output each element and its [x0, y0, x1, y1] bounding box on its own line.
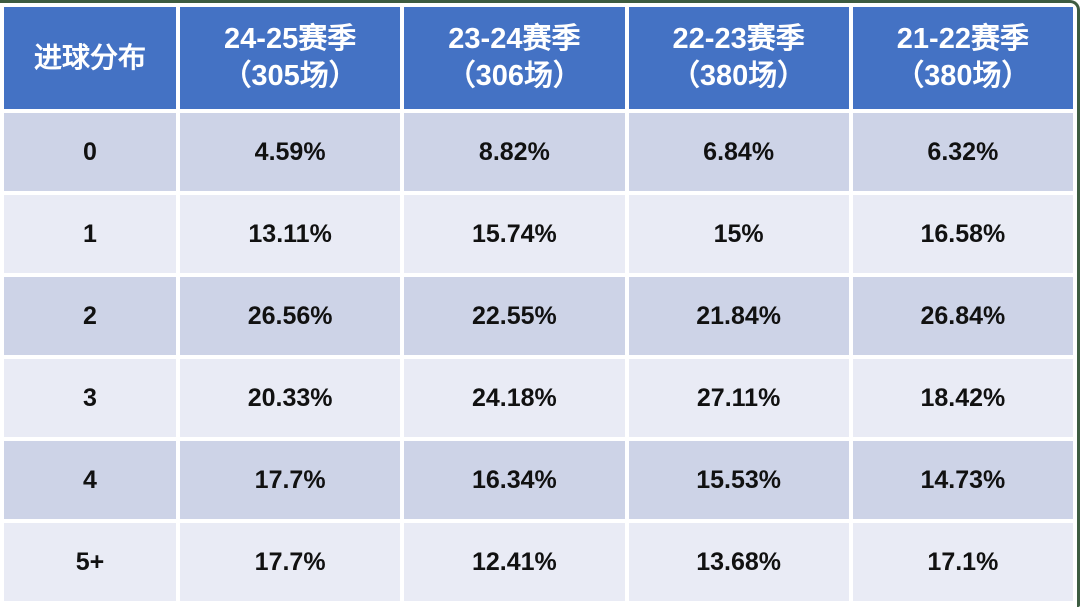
season-name: 23-24赛季: [448, 22, 581, 55]
value-cell: 13.68%: [628, 523, 849, 601]
season-header-cell-21-22: 21-22赛季 （380场）: [852, 7, 1073, 109]
value-cell: 14.73%: [852, 441, 1073, 519]
row-label-cell: 2: [4, 277, 176, 355]
value-cell: 17.7%: [180, 441, 401, 519]
season-name: 22-23赛季: [672, 22, 805, 55]
value-cell: 8.82%: [404, 113, 625, 191]
value-cell: 6.84%: [628, 113, 849, 191]
goal-distribution-table: 进球分布 24-25赛季 （305场） 23-24赛季 （306场） 22-23…: [0, 3, 1077, 601]
value-cell: 24.18%: [404, 359, 625, 437]
value-cell: 27.11%: [628, 359, 849, 437]
season-matches: （380场）: [670, 60, 807, 92]
season-name: 24-25赛季: [224, 22, 357, 55]
value-cell: 15.53%: [628, 441, 849, 519]
season-header-cell-24-25: 24-25赛季 （305场）: [180, 7, 401, 109]
season-header-cell-23-24: 23-24赛季 （306场）: [404, 7, 625, 109]
value-cell: 20.33%: [180, 359, 401, 437]
season-matches: （380场）: [895, 60, 1031, 92]
row-label-cell: 1: [4, 195, 176, 273]
value-cell: 4.59%: [180, 113, 401, 191]
value-cell: 13.11%: [180, 195, 401, 273]
value-cell: 26.56%: [180, 277, 401, 355]
value-cell: 16.34%: [404, 441, 625, 519]
value-cell: 18.42%: [852, 359, 1073, 437]
row-label-cell: 4: [4, 441, 176, 519]
season-matches: （306场）: [446, 60, 583, 92]
row-label-cell: 0: [4, 113, 176, 191]
value-cell: 21.84%: [628, 277, 849, 355]
season-name: 21-22赛季: [896, 22, 1029, 55]
corner-header-cell: 进球分布: [4, 7, 176, 109]
value-cell: 15.74%: [404, 195, 625, 273]
value-cell: 12.41%: [404, 523, 625, 601]
row-label-cell: 5+: [4, 523, 176, 601]
value-cell: 16.58%: [852, 195, 1073, 273]
value-cell: 6.32%: [852, 113, 1073, 191]
value-cell: 17.1%: [852, 523, 1073, 601]
row-label-cell: 3: [4, 359, 176, 437]
value-cell: 17.7%: [180, 523, 401, 601]
value-cell: 15%: [628, 195, 849, 273]
season-matches: （305场）: [222, 60, 358, 92]
value-cell: 22.55%: [404, 277, 625, 355]
value-cell: 26.84%: [852, 277, 1073, 355]
season-header-cell-22-23: 22-23赛季 （380场）: [628, 7, 849, 109]
